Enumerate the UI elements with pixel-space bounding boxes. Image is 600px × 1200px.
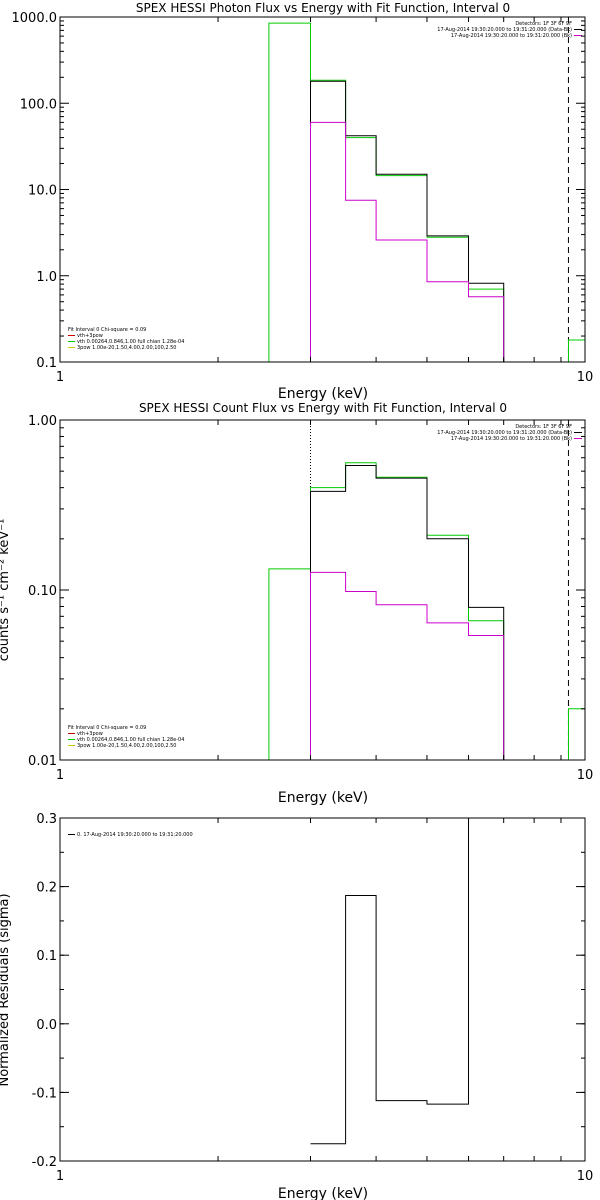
tick-layer: 0.01 0.10 1.00 1 10 (28, 414, 593, 783)
data-series-line (310, 465, 505, 760)
y-axis-label: Normalized Residuals (sigma) (0, 893, 12, 1086)
data-series-line (310, 80, 505, 362)
y-tick-label: 1.0 (36, 270, 57, 285)
x-axis-label: Energy (keV) (278, 1186, 368, 1200)
x-tick-label: 1 (56, 370, 64, 385)
y-tick-label: 0.1 (36, 949, 57, 964)
detector-annotation: 17-Aug-2014 19:30:20.000 to 19:31:20.000… (451, 33, 572, 39)
legend-entry: vth+3pow (77, 731, 103, 737)
panel-title: SPEX HESSI Photon Flux vs Energy with Fi… (136, 1, 510, 15)
plot-frame (59, 16, 586, 363)
detector-annotation: 17-Aug-2014 19:30:20.000 to 19:31:20.000… (437, 27, 572, 33)
legend-entry: vth 0.00264,0.846,1.00 full chian 1.28e-… (77, 737, 184, 743)
y-tick-label: 0.0 (36, 1018, 57, 1033)
tick-layer: 0.1 1.0 10.0 100.0 1000.0 1 10 (12, 11, 594, 385)
y-tick-label: -0.1 (32, 1086, 57, 1101)
detector-annotation: 17-Aug-2014 19:30:20.000 to 19:31:20.000… (437, 430, 572, 436)
x-axis-label: Energy (keV) (278, 790, 368, 806)
y-tick-label: 1.00 (28, 414, 57, 429)
data-series-line (310, 817, 504, 1145)
detector-annotation: 17-Aug-2014 19:30:20.000 to 19:31:20.000… (451, 436, 572, 442)
legend-entry: vth 0.00264,0.846,1.00 full chian 1.28e-… (77, 339, 184, 345)
x-axis-label: Energy (keV) (278, 386, 368, 402)
x-tick-label: 10 (577, 370, 594, 385)
y-tick-label: 0.01 (28, 754, 57, 769)
x-tick-label: 10 (577, 768, 594, 783)
detector-annotation: Detectors: 1F 3F 6F 9F (515, 21, 572, 27)
legend-entry: Fit Interval 0 Chi-square = 0.09 (68, 327, 146, 333)
x-tick-label: 1 (56, 768, 64, 783)
y-tick-label: 10.0 (28, 184, 57, 199)
legend-layer: Fit Interval 0 Chi-square = 0.09vth+3pow… (68, 327, 184, 351)
x-tick-label: 1 (56, 1169, 64, 1184)
tick-layer: -0.2 -0.1 0.0 0.1 0.2 0.3 1 10 (32, 812, 594, 1184)
plot-frame (59, 817, 586, 1162)
count-flux-panel: SPEX HESSI Count Flux vs Energy with Fit… (0, 401, 593, 806)
y-tick-label: 100.0 (20, 97, 57, 112)
legend-entry: 3pow 1.00e-20,1.50,4.00,2.00,100,2.50 (77, 743, 177, 749)
series-layer (310, 817, 504, 1145)
series-layer (268, 17, 586, 362)
y-tick-label: 0.10 (28, 584, 57, 599)
panel-title: SPEX HESSI Count Flux vs Energy with Fit… (139, 401, 507, 415)
legend-layer: Fit Interval 0 Chi-square = 0.09vth+3pow… (68, 725, 184, 749)
y-axis-label: counts s⁻¹ cm⁻² keV⁻¹ (0, 519, 12, 662)
series-layer (268, 420, 586, 760)
legend-entry: 0. 17-Aug-2014 19:30:20.000 to 19:31:20.… (77, 832, 193, 838)
y-tick-label: 0.1 (36, 356, 57, 371)
y-tick-label: 0.3 (36, 812, 57, 827)
y-tick-label: 0.2 (36, 881, 57, 896)
plot-frame (59, 419, 586, 761)
data-series-line (310, 571, 505, 760)
y-tick-label: 1000.0 (12, 11, 58, 26)
x-tick-label: 10 (577, 1169, 594, 1184)
photon-flux-panel: SPEX HESSI Photon Flux vs Energy with Fi… (12, 1, 594, 402)
legend-entry: Fit Interval 0 Chi-square = 0.09 (68, 725, 146, 731)
residuals-panel: 0. 17-Aug-2014 19:30:20.000 to 19:31:20.… (0, 812, 593, 1200)
legend-entry: vth+3pow (77, 333, 103, 339)
y-tick-label: -0.2 (32, 1155, 57, 1170)
data-series-line (310, 121, 505, 362)
detector-annotation: Detectors: 1F 3F 6F 9F (515, 424, 572, 430)
legend-entry: 3pow 1.00e-20,1.50,4.00,2.00,100,2.50 (77, 345, 177, 351)
legend-layer: 0. 17-Aug-2014 19:30:20.000 to 19:31:20.… (68, 832, 193, 838)
